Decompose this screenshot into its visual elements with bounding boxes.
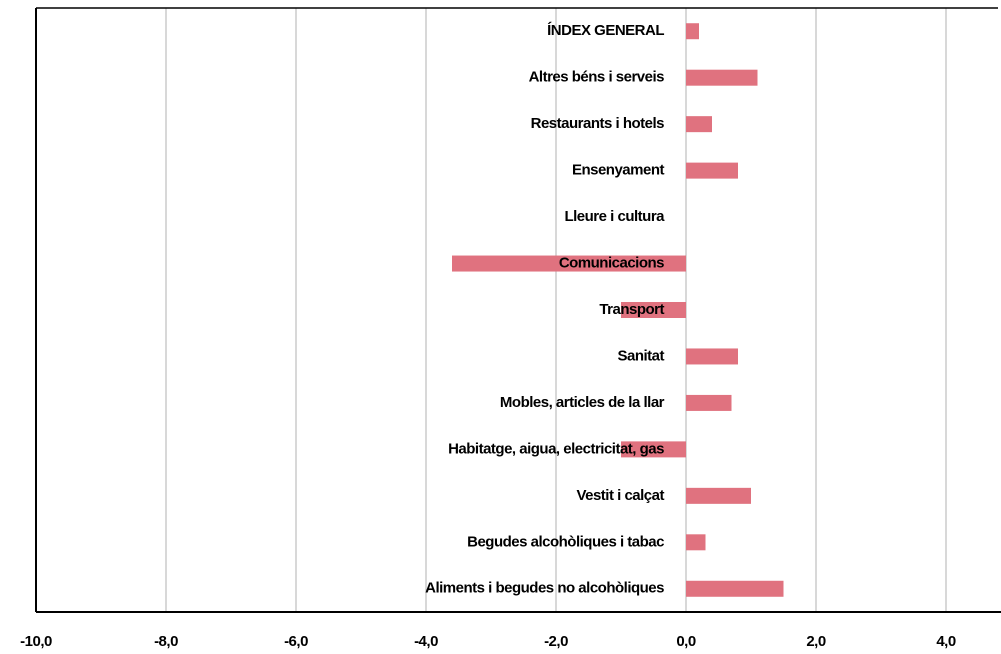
x-tick-label: 0,0 — [676, 633, 696, 650]
bar — [621, 441, 686, 458]
bar — [686, 116, 712, 133]
x-tick-label: 4,0 — [936, 633, 956, 650]
bar — [686, 487, 751, 504]
y-tick-label: Sanitat — [617, 347, 664, 364]
bar — [686, 162, 738, 179]
y-tick-label: Aliments i begudes no alcohòliques — [425, 580, 664, 597]
x-tick-label: -6,0 — [284, 633, 308, 650]
y-tick-label: Restaurants i hotels — [531, 115, 665, 132]
x-tick-label: 2,0 — [806, 633, 826, 650]
x-tick-label: -4,0 — [414, 633, 438, 650]
y-tick-label: Comunicacions — [559, 255, 664, 272]
x-tick-label: -2,0 — [544, 633, 568, 650]
y-tick-label: Lleure i cultura — [564, 208, 665, 225]
y-tick-label: ÍNDEX GENERAL — [547, 22, 664, 39]
x-tick-label: -10,0 — [20, 633, 52, 650]
y-tick-label: Transport — [599, 301, 664, 318]
y-tick-label: Ensenyament — [572, 162, 665, 179]
y-tick-label: Altres béns i serveis — [529, 69, 665, 86]
bar — [686, 23, 699, 40]
y-tick-label: Vestit i calçat — [576, 487, 664, 504]
bar — [686, 394, 732, 411]
bar — [686, 348, 738, 365]
bar — [621, 302, 686, 318]
bar — [686, 580, 784, 597]
y-tick-label: Habitatge, aigua, electricitat, gas — [448, 440, 664, 457]
y-tick-label: Begudes alcohòliques i tabac — [467, 533, 664, 550]
x-tick-label: -8,0 — [154, 633, 178, 650]
bar — [686, 69, 758, 86]
bar — [686, 534, 706, 551]
bar — [452, 255, 686, 272]
y-tick-label: Mobles, articles de la llar — [500, 394, 665, 411]
